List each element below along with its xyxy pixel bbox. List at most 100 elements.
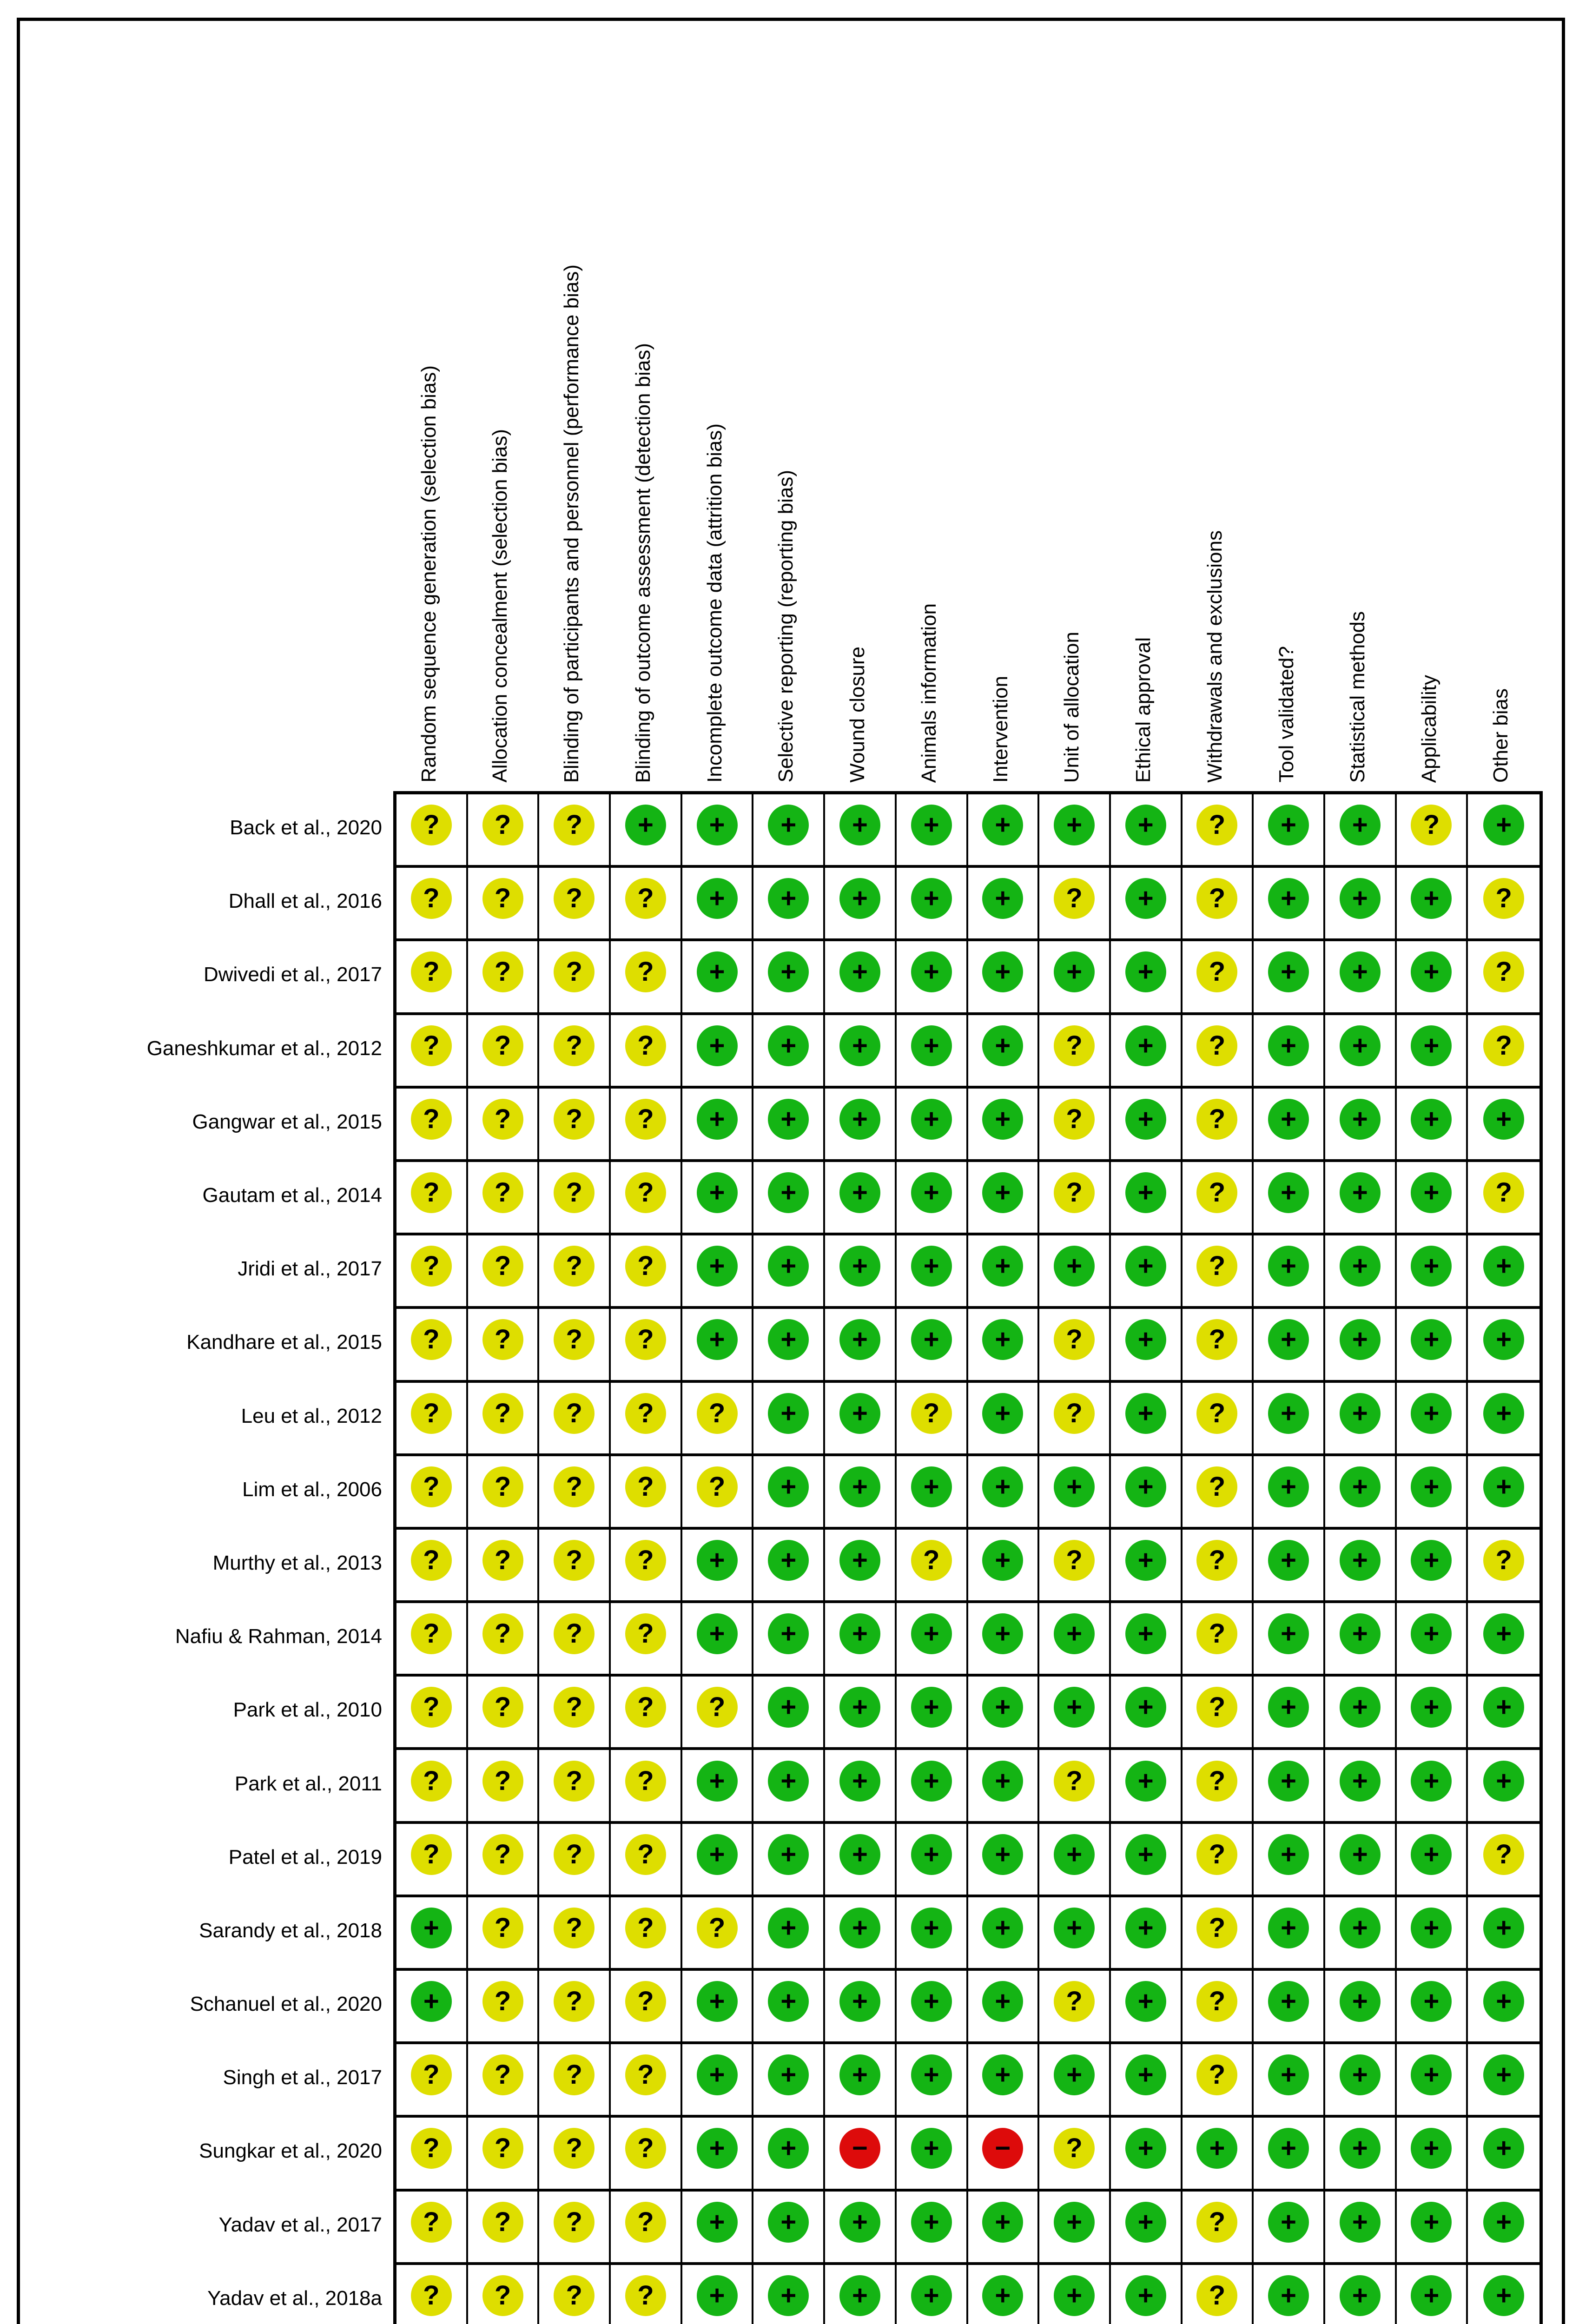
rating-cell: + [1110,1382,1183,1456]
rating-cell: + [896,1235,968,1309]
unclear-risk-circle-icon: ? [696,1466,738,1507]
column-header: Statistical methods [1322,611,1394,790]
rating-cell: ? [468,1897,540,1971]
rating-cell: + [1039,794,1111,868]
rating-cell: ? [611,1309,682,1383]
column-header-label: Blinding of participants and personnel (… [560,264,583,783]
low-risk-circle-icon: + [982,1466,1024,1507]
rating-cell: + [1396,1015,1468,1089]
column-header: Blinding of participants and personnel (… [536,264,608,790]
low-risk-circle-icon: + [911,1613,952,1655]
rating-cell: ? [396,1529,468,1604]
rating-cell: + [968,2191,1040,2265]
low-risk-circle-icon: + [911,805,952,846]
low-risk-circle-icon: + [1125,1319,1166,1360]
rating-cell: + [1039,1823,1111,1897]
low-risk-circle-icon: + [911,951,952,993]
rating-cell: + [1039,1456,1111,1530]
rating-cell: + [1254,1235,1325,1309]
rating-cell: + [1254,1456,1325,1530]
unclear-risk-circle-icon: ? [410,1687,452,1728]
rating-cell: + [753,1971,826,2045]
low-risk-circle-icon: + [1125,1834,1166,1875]
unclear-risk-circle-icon: ? [482,2128,523,2169]
rating-cell: + [968,1971,1040,2045]
rating-cell: + [825,2265,897,2324]
rating-cell: ? [896,1529,968,1604]
low-risk-circle-icon: + [768,2054,809,2096]
unclear-risk-circle-icon: ? [625,1393,666,1434]
unclear-risk-circle-icon: ? [1196,1098,1238,1140]
rating-cell: ? [611,2044,682,2118]
unclear-risk-circle-icon: ? [1054,1981,1095,2022]
rating-cell: + [1110,941,1183,1015]
rating-cell: + [825,1015,897,1089]
low-risk-circle-icon: + [1125,2128,1166,2169]
rating-cell: ? [539,1382,611,1456]
low-risk-circle-icon: + [839,1466,880,1507]
low-risk-circle-icon: + [982,2275,1024,2316]
low-risk-circle-icon: + [1339,2054,1381,2096]
rating-cell: + [753,1603,826,1677]
rating-cell: + [1254,2044,1325,2118]
unclear-risk-circle-icon: ? [482,1319,523,1360]
unclear-risk-circle-icon: ? [482,1760,523,1802]
column-header: Tool validated? [1251,646,1322,790]
rating-cell: + [1039,1235,1111,1309]
low-risk-circle-icon: + [1483,1687,1525,1728]
rating-cell: + [825,2191,897,2265]
rating-cell: ? [1182,1897,1254,1971]
low-risk-circle-icon: + [1125,1687,1166,1728]
low-risk-circle-icon: + [1483,1098,1525,1140]
rating-cell: + [1325,1309,1397,1383]
rating-cell: + [825,1309,897,1383]
rating-cell: + [1396,1750,1468,1824]
study-label: Patel et al., 2019 [228,1845,382,1868]
column-header-label: Allocation concealment (selection bias) [489,429,512,783]
unclear-risk-circle-icon: ? [1054,878,1095,919]
low-risk-circle-icon: + [1483,1613,1525,1655]
unclear-risk-circle-icon: ? [554,1393,595,1434]
rating-cell: + [1254,1015,1325,1089]
rating-cell: ? [396,1603,468,1677]
low-risk-circle-icon: + [982,1246,1024,1287]
rating-cell: ? [468,1015,540,1089]
rating-cell: + [682,1750,754,1824]
low-risk-circle-icon: + [1054,2275,1095,2316]
rating-cell: ? [396,2265,468,2324]
study-label: Park et al., 2011 [234,1772,382,1795]
rating-cell: + [1254,2118,1325,2192]
low-risk-circle-icon: + [839,1981,880,2022]
rating-cell: + [1325,1823,1397,1897]
rating-cell: + [1110,1088,1183,1162]
rating-cell: + [1254,2191,1325,2265]
column-header: Intervention [965,676,1037,790]
unclear-risk-circle-icon: ? [625,2201,666,2243]
low-risk-circle-icon: + [1125,878,1166,919]
rating-cell: ? [468,1823,540,1897]
rating-cell: + [753,1456,826,1530]
study-label: Lim et al., 2006 [242,1478,382,1501]
column-headers: Random sequence generation (selection bi… [393,0,1537,790]
rating-cell: + [968,1529,1040,1604]
figure-border [17,18,1565,2324]
unclear-risk-circle-icon: ? [482,1393,523,1434]
low-risk-circle-icon: + [1268,2128,1309,2169]
unclear-risk-circle-icon: ? [1196,878,1238,919]
low-risk-circle-icon: + [625,805,666,846]
rating-cell: + [1110,1677,1183,1750]
rating-cell: + [1468,2044,1539,2118]
rating-cell: + [896,1456,968,1530]
rating-cell: + [1110,2191,1183,2265]
unclear-risk-circle-icon: ? [554,1319,595,1360]
low-risk-circle-icon: + [768,2275,809,2316]
rating-cell: + [396,1897,468,1971]
rating-cell: ? [468,794,540,868]
rating-cell: ? [396,2044,468,2118]
low-risk-circle-icon: + [1125,1393,1166,1434]
low-risk-circle-icon: + [696,878,738,919]
unclear-risk-circle-icon: ? [554,1907,595,1948]
unclear-risk-circle-icon: ? [554,1172,595,1214]
low-risk-circle-icon: + [768,1025,809,1066]
rating-cell: + [1254,868,1325,942]
